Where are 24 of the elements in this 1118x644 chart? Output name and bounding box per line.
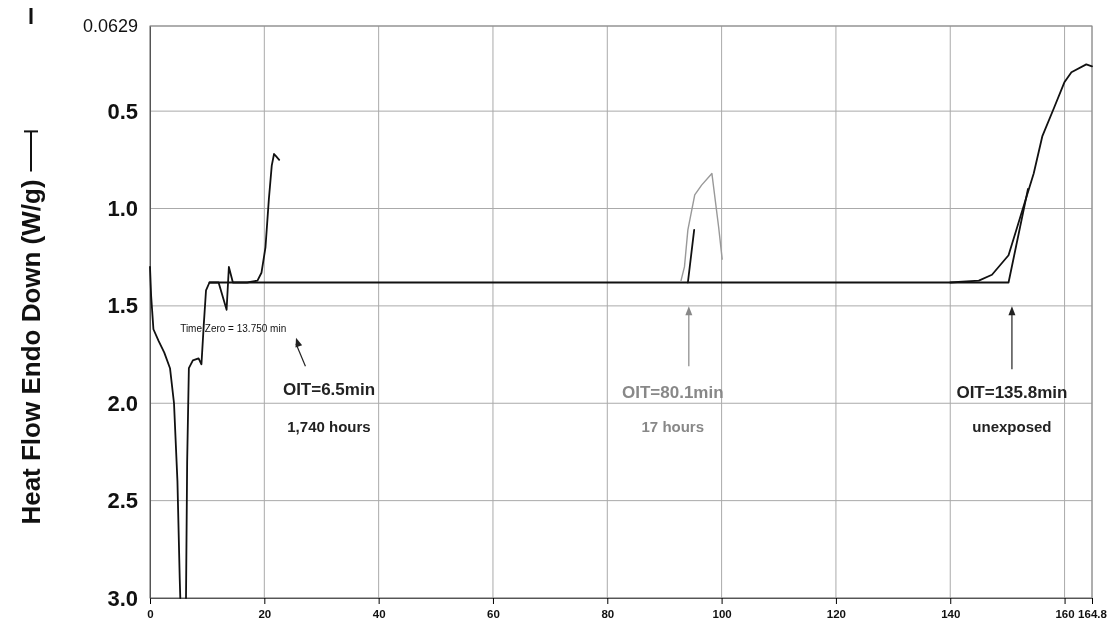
x-tick-label: 80 (601, 608, 615, 621)
y-tick-label: 0.5 (107, 98, 138, 124)
x-tick-label: 164.8 (1078, 608, 1108, 621)
x-tick-label: 60 (487, 608, 500, 621)
x-tick-label: 100 (712, 608, 732, 621)
annotation: unexposed (972, 418, 1052, 436)
y-tick-label: 1.0 (107, 196, 138, 222)
x-tick-label: 20 (258, 608, 272, 621)
annotation: 17 hours (641, 418, 705, 436)
x-tick-label: 0 (147, 608, 154, 621)
y-axis-title: Heat Flow Endo Down (W/g) (16, 179, 46, 525)
annotation: Time Zero = 13.750 min (180, 323, 287, 335)
annotation: 1,740 hours (287, 418, 371, 436)
x-tick-label: 160 (1055, 608, 1075, 621)
annotation: OIT=135.8min (956, 382, 1068, 402)
annotation: OIT=6.5min (282, 379, 376, 399)
x-tick-label: 120 (826, 608, 847, 621)
y-tick-label: 2.5 (107, 488, 138, 514)
x-tick-label: 40 (372, 608, 386, 621)
y-tick-label: 2.0 (107, 390, 138, 416)
x-tick-label: 140 (941, 608, 961, 621)
y-tick-label: 3.0 (107, 585, 138, 611)
y-tick-label: 0.0629 (82, 16, 138, 37)
y-tick-label: 1.5 (107, 293, 138, 319)
